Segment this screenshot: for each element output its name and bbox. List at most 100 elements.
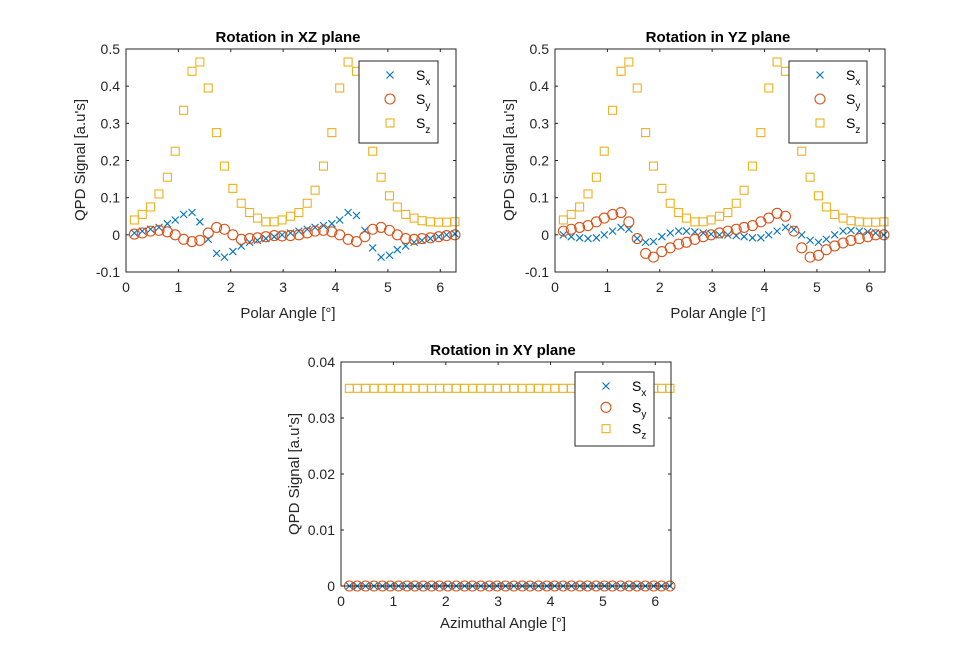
- data-point-sy: [804, 251, 816, 263]
- y-tick-label: 0.3: [101, 115, 121, 131]
- data-point-sx: [880, 230, 888, 239]
- data-point-sy: [713, 227, 726, 239]
- chart-yz-title: Rotation in YZ plane: [646, 29, 791, 46]
- data-point-sy: [276, 230, 288, 242]
- data-point-sx: [723, 230, 732, 239]
- data-point-sz: [236, 198, 246, 208]
- data-point-sz: [648, 161, 659, 171]
- x-tick-label: 6: [651, 593, 659, 609]
- data-point-sx: [130, 229, 139, 237]
- data-point-sz: [368, 146, 378, 156]
- data-point-sx: [212, 249, 221, 258]
- data-point-sy: [796, 242, 808, 254]
- x-tick-label: 0: [337, 593, 345, 609]
- data-point-sx: [806, 236, 814, 245]
- data-point-sz: [318, 161, 329, 171]
- data-point-sz: [641, 128, 651, 138]
- y-tick-label: 0.2: [530, 153, 550, 169]
- data-point-sx: [311, 223, 319, 232]
- data-point-sx: [352, 211, 361, 220]
- series-sz: [558, 57, 889, 227]
- data-point-sx: [368, 243, 377, 252]
- data-point-sy: [301, 227, 313, 239]
- chart-xy-xlabel: Azimuthal Angle [°]: [440, 615, 566, 632]
- y-tick-label: 0.3: [530, 115, 550, 131]
- data-point-sy: [557, 225, 569, 237]
- data-point-sx: [344, 208, 352, 217]
- data-point-sz: [179, 105, 189, 115]
- y-tick-label: 0: [327, 578, 335, 594]
- y-tick-label: 0.1: [101, 190, 121, 206]
- y-tick-label: 0.01: [308, 522, 335, 538]
- data-point-sz: [154, 189, 164, 199]
- x-tick-label: 4: [547, 593, 555, 609]
- data-point-sy: [845, 234, 857, 246]
- data-point-sy: [136, 227, 148, 239]
- data-point-sy: [607, 208, 619, 220]
- data-point-sy: [350, 235, 363, 248]
- data-point-sx: [171, 216, 180, 224]
- y-tick-label: 0.4: [101, 78, 121, 94]
- chart-xz-title: Rotation in XZ plane: [216, 29, 361, 46]
- y-tick-label: 0.2: [101, 153, 121, 169]
- x-tick-label: 4: [761, 279, 769, 295]
- data-point-sy: [268, 230, 280, 242]
- series-sy: [557, 206, 890, 263]
- data-point-sx: [830, 230, 839, 239]
- data-point-sx: [814, 238, 823, 247]
- y-tick-label: -0.1: [525, 264, 549, 280]
- data-point-sy: [342, 233, 354, 245]
- data-point-sz: [797, 146, 807, 156]
- data-point-sx: [748, 233, 757, 242]
- legend-marker-sy: [600, 401, 612, 413]
- data-point-sy: [705, 229, 717, 241]
- legend-label-sy: Sy: [846, 91, 860, 112]
- data-point-sx: [797, 230, 806, 239]
- legend-label-sy: Sy: [632, 399, 646, 420]
- y-tick-label: 0.04: [308, 354, 335, 370]
- chart-xy-ylabel: QPD Signal [a.u's]: [286, 413, 303, 535]
- data-point-sz: [170, 146, 180, 156]
- legend-marker-sz: [601, 424, 611, 434]
- data-point-sx: [666, 229, 675, 237]
- data-point-sx: [401, 242, 410, 250]
- x-tick-label: 3: [494, 593, 502, 609]
- data-point-sz: [665, 198, 675, 208]
- y-tick-label: 0.1: [530, 190, 550, 206]
- legend-marker-sz: [815, 118, 825, 128]
- data-point-sx: [682, 227, 691, 236]
- data-point-sy: [284, 230, 297, 242]
- y-tick-label: -0.1: [96, 264, 120, 280]
- x-tick-label: 5: [599, 593, 607, 609]
- data-point-sy: [400, 233, 412, 245]
- data-point-sx: [839, 227, 847, 236]
- chart-yz-xlabel: Polar Angle [°]: [670, 305, 765, 322]
- data-point-sx: [781, 223, 790, 232]
- data-point-sz: [392, 202, 402, 212]
- data-point-sx: [690, 227, 699, 236]
- data-point-sy: [408, 233, 420, 245]
- x-tick-label: 3: [708, 279, 716, 295]
- data-point-sx: [740, 232, 748, 241]
- x-tick-label: 2: [656, 279, 664, 295]
- x-tick-label: 0: [122, 279, 130, 295]
- legend-marker-sy: [384, 93, 396, 105]
- series-sy: [128, 221, 461, 248]
- data-point-sx: [270, 232, 279, 241]
- data-point-sx: [592, 233, 601, 242]
- data-point-sy: [202, 227, 214, 239]
- data-point-sx: [756, 233, 765, 242]
- data-point-sx: [294, 227, 303, 236]
- data-point-sz: [558, 215, 568, 225]
- y-tick-label: 0.02: [308, 466, 335, 482]
- data-point-sy: [244, 233, 256, 245]
- data-point-sx: [575, 233, 584, 242]
- data-point-sz: [376, 172, 386, 182]
- data-point-sx: [584, 234, 592, 243]
- data-point-sx: [228, 247, 237, 256]
- data-point-sz: [632, 83, 642, 93]
- data-point-sx: [195, 217, 204, 226]
- data-point-sx: [600, 230, 609, 239]
